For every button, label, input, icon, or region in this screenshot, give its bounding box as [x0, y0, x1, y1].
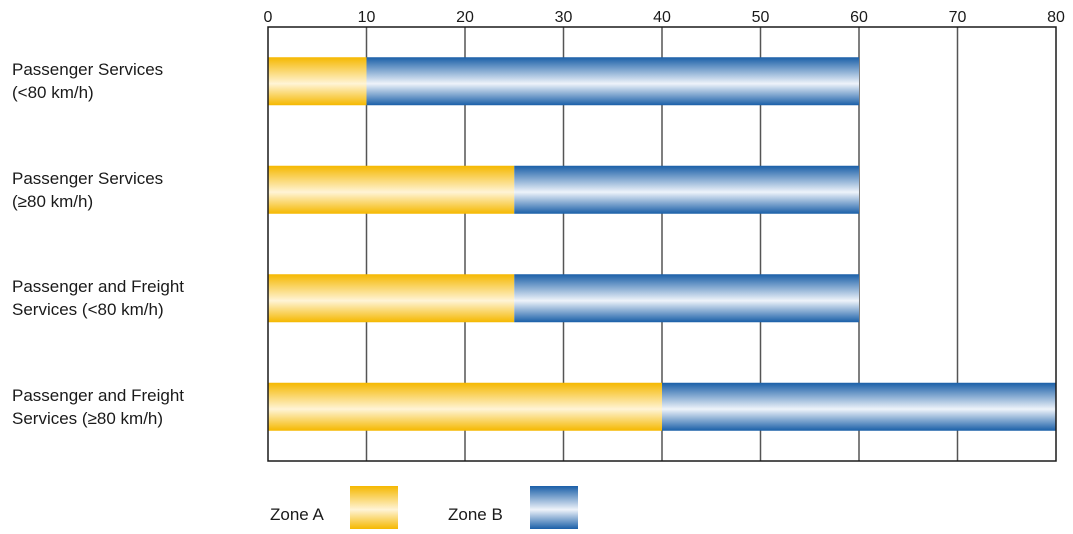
x-tick-labels: 0 10 20 30 40 50 60 70 80: [264, 9, 1065, 26]
category-label: Passenger and Freight Services (<80 km/h…: [12, 277, 184, 320]
category-label: Passenger Services (≥80 km/h): [12, 168, 164, 211]
legend-label: Zone B: [448, 505, 503, 524]
bar-zone-a: [268, 165, 515, 214]
category-label: Passenger Services (<80 km/h): [12, 60, 164, 103]
x-tick-label: 80: [1047, 9, 1065, 26]
plot-frame: [267, 26, 1057, 462]
bar-zone-b: [662, 382, 1056, 431]
x-tick-label: 40: [653, 9, 671, 26]
legend: Zone A Zone B: [270, 486, 578, 529]
x-tick-label: 60: [850, 9, 868, 26]
bars: [268, 57, 1056, 431]
x-tick-label: 70: [949, 9, 967, 26]
legend-swatch: [530, 486, 578, 529]
bar-zone-b: [514, 165, 859, 214]
x-tick-label: 10: [358, 9, 376, 26]
bar-zone-a: [268, 57, 367, 106]
x-tick-label: 0: [264, 9, 273, 26]
bar-zone-a: [268, 274, 515, 323]
bar-zone-b: [366, 57, 859, 106]
bar-zone-b: [514, 274, 859, 323]
bar-zone-a: [268, 382, 662, 431]
category-label: Passenger and Freight Services (≥80 km/h…: [12, 385, 184, 428]
legend-label: Zone A: [270, 505, 325, 524]
x-tick-label: 30: [555, 9, 573, 26]
x-tick-label: 20: [456, 9, 474, 26]
x-tick-label: 50: [752, 9, 770, 26]
legend-swatch: [350, 486, 398, 529]
